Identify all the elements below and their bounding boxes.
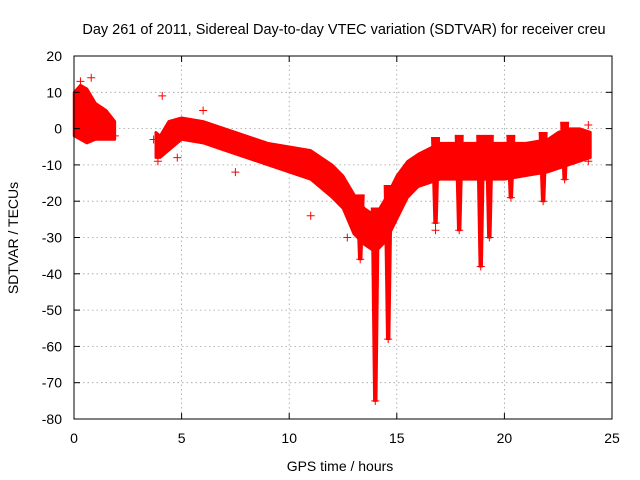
data-point [110,131,119,140]
data-point [455,226,464,235]
data-dip [431,137,441,224]
axis-ticks [73,55,613,420]
data-dip [484,134,494,239]
data-dip [355,194,365,261]
y-tick-label: -30 [42,230,62,246]
x-tick-label: 0 [70,430,78,446]
data-point [384,335,393,344]
data-dip [476,134,486,268]
x-tick-label: 20 [497,430,513,446]
y-tick-label: -50 [42,302,62,318]
data-point [506,193,515,202]
x-tick-label: 5 [178,430,186,446]
data-band [72,83,117,145]
data-point [343,233,352,242]
data-point [87,73,96,82]
y-tick-label: -60 [42,338,62,354]
data-dip [370,207,380,402]
y-tick-label: -80 [42,411,62,427]
data-point [306,211,315,220]
y-tick-label: 20 [46,48,62,64]
x-axis-label: GPS time / hours [287,458,394,474]
data-point [539,197,548,206]
data-point [158,91,167,100]
data-dip [454,134,464,232]
x-tick-label: 15 [389,430,405,446]
data-point [153,157,162,166]
data-point [584,120,593,129]
y-tick-label: 10 [46,84,62,100]
data-dip [538,131,548,203]
data-point [173,153,182,162]
grid-lines [74,56,612,419]
data-point [485,233,494,242]
data-point [76,77,85,86]
y-axis-label: SDTVAR / TECUs [5,182,21,294]
data-point [356,255,365,264]
data-point [476,262,485,271]
tick-labels: 0 5 10 15 20 25 20 10 0 -10 -20 -30 -40 -50 -60 -70 -80 [42,48,620,446]
data-dip [560,121,570,181]
data-point [231,168,240,177]
y-tick-label: -70 [42,375,62,391]
chart-title: Day 261 of 2011, Sidereal Day-to-day VTE… [82,22,605,38]
data-dip [506,134,516,199]
data-point [149,135,158,144]
x-tick-label: 10 [281,430,297,446]
x-tick-label: 25 [604,430,620,446]
y-tick-label: 0 [54,121,62,137]
data-point [560,175,569,184]
plot-frame [73,55,613,420]
data-point [584,157,593,166]
data-point [199,106,208,115]
data-point [431,218,440,227]
data-point [431,226,440,235]
y-tick-label: -40 [42,266,62,282]
data-dip [383,184,393,341]
data-points [72,73,593,405]
y-tick-label: -10 [42,157,62,173]
y-tick-label: -20 [42,193,62,209]
data-point [371,396,380,405]
